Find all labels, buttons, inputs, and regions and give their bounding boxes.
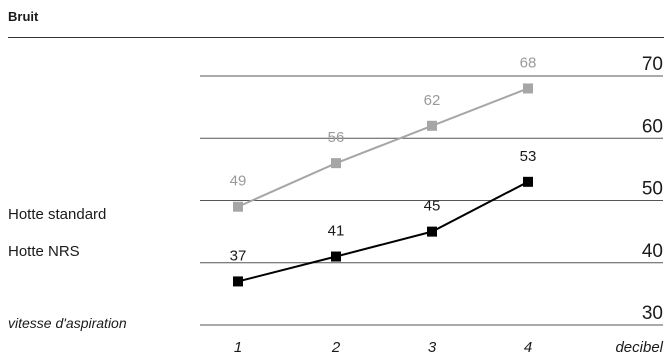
x-tick-label: 4	[524, 339, 532, 355]
data-label: 68	[520, 54, 537, 71]
data-label: 45	[424, 198, 441, 215]
legend-hotte-standard: Hotte standard	[8, 206, 107, 223]
data-point	[523, 83, 533, 94]
data-point	[331, 251, 341, 262]
data-label: 53	[520, 148, 537, 165]
series-line	[237, 180, 529, 283]
data-label: 56	[328, 129, 345, 146]
x-tick-label: 2	[331, 339, 341, 355]
y-tick-label: 50	[642, 179, 663, 200]
data-label: 62	[424, 92, 441, 109]
series-line	[237, 87, 529, 208]
x-axis-label: vitesse d'aspiration	[8, 315, 127, 331]
data-point	[427, 120, 437, 131]
data-point	[331, 158, 341, 169]
x-tick-label: 3	[428, 339, 437, 355]
y-tick-label: 60	[642, 116, 663, 137]
data-point	[233, 201, 243, 212]
data-point	[523, 176, 533, 187]
y-unit-label: decibel	[615, 339, 663, 355]
data-label: 37	[230, 247, 247, 264]
legend-hotte-nrs: Hotte NRS	[8, 243, 80, 260]
x-tick-label: 1	[234, 339, 242, 355]
y-tick-label: 30	[642, 303, 663, 324]
data-point	[427, 226, 437, 237]
chart-title: Bruit	[8, 9, 39, 24]
data-point	[233, 276, 243, 287]
data-label: 41	[328, 223, 345, 240]
title-divider	[8, 37, 664, 38]
y-tick-label: 40	[642, 241, 663, 262]
data-label: 49	[230, 173, 247, 190]
y-tick-label: 70	[642, 54, 663, 75]
